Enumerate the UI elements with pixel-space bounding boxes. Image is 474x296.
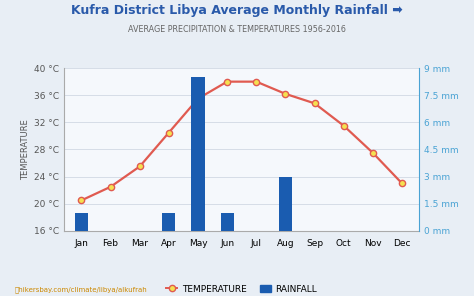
Legend: TEMPERATURE, RAINFALL: TEMPERATURE, RAINFALL [163,281,321,296]
Text: 📍hikersbay.com/climate/libya/alkufrah: 📍hikersbay.com/climate/libya/alkufrah [14,287,147,293]
Bar [75,213,88,231]
Bar [220,213,234,231]
Bar [279,177,292,231]
Bar [191,77,205,231]
Text: Kufra District Libya Average Monthly Rainfall ➡: Kufra District Libya Average Monthly Rai… [71,4,403,17]
Text: AVERAGE PRECIPITATION & TEMPERATURES 1956-2016: AVERAGE PRECIPITATION & TEMPERATURES 195… [128,25,346,34]
Y-axis label: TEMPERATURE: TEMPERATURE [21,119,30,180]
Bar [162,213,175,231]
Y-axis label: Precipitation: Precipitation [473,123,474,176]
